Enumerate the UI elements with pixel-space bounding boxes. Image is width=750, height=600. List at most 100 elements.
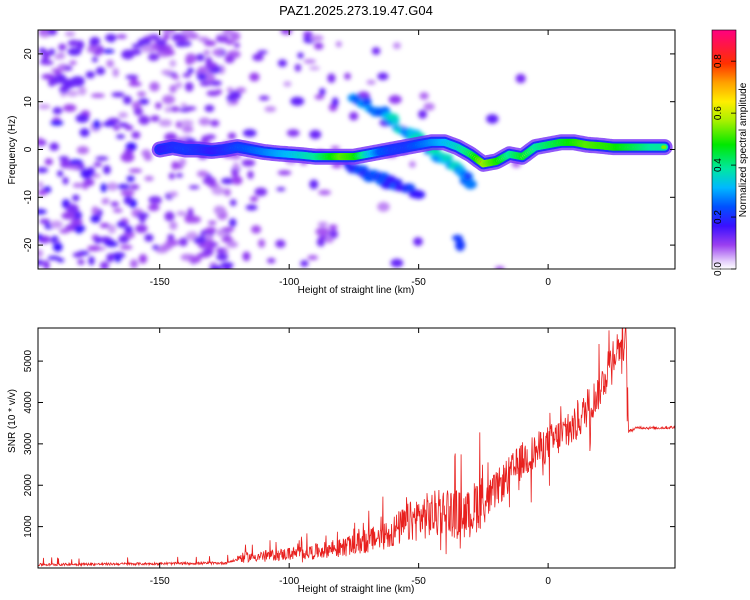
spectrogram-cell xyxy=(138,115,150,125)
spectrogram-cell xyxy=(103,165,111,175)
spectrogram-cell xyxy=(258,239,266,248)
spectrogram-y-ticks: -20 -10 0 10 20 xyxy=(23,48,675,252)
spectrogram-cell xyxy=(210,119,220,127)
spectrogram-cell xyxy=(107,224,117,234)
x-tick-label: 0 xyxy=(545,576,551,587)
spectrogram-cell xyxy=(57,170,64,177)
spectrogram-cell xyxy=(58,156,70,161)
spectrogram-cell xyxy=(137,38,151,46)
x-tick-label: -150 xyxy=(150,277,170,288)
spectrogram-cell xyxy=(129,259,139,269)
spectrogram-cell xyxy=(39,60,54,66)
spectrogram-cell xyxy=(290,96,305,106)
spectrogram-cell xyxy=(66,90,79,97)
spectrogram-cell xyxy=(257,50,268,55)
spectrogram-cell xyxy=(221,227,235,233)
spectrogram-cell xyxy=(303,59,317,64)
spectrogram-cell xyxy=(95,66,106,76)
spectrogram-cell xyxy=(176,211,187,216)
colorbar-label: Normalized spectral amplitude xyxy=(738,82,749,217)
spectrogram-cell xyxy=(38,208,47,215)
spectrogram-cell xyxy=(310,35,324,42)
spectrogram-cell xyxy=(229,218,237,228)
spectrogram-cell xyxy=(133,107,143,116)
spectrogram-cell xyxy=(49,220,63,229)
x-tick-label: -100 xyxy=(279,576,299,587)
spectrogram-cell xyxy=(197,66,207,76)
spectrogram-cell xyxy=(40,32,50,38)
spectrogram-cell xyxy=(105,241,119,247)
spectrogram-cell xyxy=(148,53,160,61)
spectrogram-cell xyxy=(277,170,292,176)
spectrogram-cell xyxy=(183,106,197,111)
spectrogram-cell xyxy=(314,94,325,100)
spectrogram-cell xyxy=(187,67,194,74)
spectrogram-cell xyxy=(211,186,225,195)
y-tick-label: 10 xyxy=(23,96,34,108)
spectrogram-cell xyxy=(171,74,180,80)
spectrogram-cell xyxy=(124,225,133,234)
spectrogram-cell xyxy=(412,190,426,200)
spectrogram-cell xyxy=(164,211,175,222)
spectrogram-cell xyxy=(234,42,240,48)
spectrogram-cell xyxy=(38,167,49,173)
spectrogram-cell xyxy=(52,107,63,115)
spectrogram-cell xyxy=(229,199,237,207)
spectrogram-cell xyxy=(101,198,110,204)
spectrogram-cell xyxy=(47,30,58,36)
spectrogram-cell xyxy=(38,233,43,240)
spectrogram-cell xyxy=(258,95,270,101)
spectrogram-cell xyxy=(441,153,454,162)
spectrogram-cell xyxy=(162,94,176,105)
spectrogram-cell xyxy=(170,106,180,112)
spectrogram-cell xyxy=(75,227,83,234)
spectrogram-cell xyxy=(93,119,101,130)
y-tick-label: 3000 xyxy=(23,432,34,455)
spectrogram-cell xyxy=(203,40,217,47)
spectrogram-cell xyxy=(195,53,205,62)
y-tick-label: -10 xyxy=(23,190,34,205)
spectrogram-cell xyxy=(204,134,216,140)
spectrogram-cell xyxy=(62,177,69,185)
spectrogram-cell xyxy=(264,106,277,113)
spectrogram-cell xyxy=(152,244,160,250)
spectrogram-cell xyxy=(515,73,526,84)
spectrogram-cell xyxy=(168,172,175,180)
spectrogram-cell xyxy=(95,156,109,161)
spectrogram-cell xyxy=(78,86,87,96)
spectrogram-cell xyxy=(242,251,251,262)
y-tick-label: 4000 xyxy=(23,391,34,414)
spectrogram-cell xyxy=(118,235,130,244)
spectrogram-cell xyxy=(112,208,123,213)
y-tick-label: 0 xyxy=(23,146,34,152)
spectrogram-cell xyxy=(119,245,133,250)
colorbar-ticks: 0.0 0.2 0.4 0.6 0.8 xyxy=(713,54,736,276)
spectrogram-cell xyxy=(97,45,104,53)
spectrogram-cell xyxy=(231,176,243,185)
spectrogram-cell xyxy=(419,92,429,100)
spectrogram-cell xyxy=(221,236,234,243)
spectrogram-cell xyxy=(177,36,187,43)
spectrogram-cell xyxy=(63,65,73,71)
spectrogram-cell xyxy=(171,161,179,171)
spectrogram-cell xyxy=(216,253,229,261)
spectrogram-cell xyxy=(377,72,389,81)
spectrogram-cell xyxy=(324,236,334,244)
spectrogram-cell xyxy=(229,31,241,42)
spectrogram-cell xyxy=(486,114,499,124)
y-tick-label: 1000 xyxy=(23,515,34,538)
spectrogram-cell xyxy=(224,188,231,197)
spectrogram-cell xyxy=(62,104,77,112)
spectrogram-cell xyxy=(49,142,59,151)
spectrogram-x-ticks: -150 -100 -50 0 xyxy=(150,30,551,288)
spectrogram-cell xyxy=(124,148,133,156)
spectrogram-cell xyxy=(206,90,220,97)
spectrogram-cell xyxy=(162,33,170,41)
spectrogram-cell xyxy=(99,222,110,229)
spectrogram-cell xyxy=(328,224,338,230)
spectrogram-cell xyxy=(413,237,423,247)
spectrogram-cell xyxy=(182,125,194,133)
spectrogram-cell xyxy=(319,88,326,96)
spectrogram-cell xyxy=(187,32,199,40)
spectrogram-cell xyxy=(221,177,235,185)
